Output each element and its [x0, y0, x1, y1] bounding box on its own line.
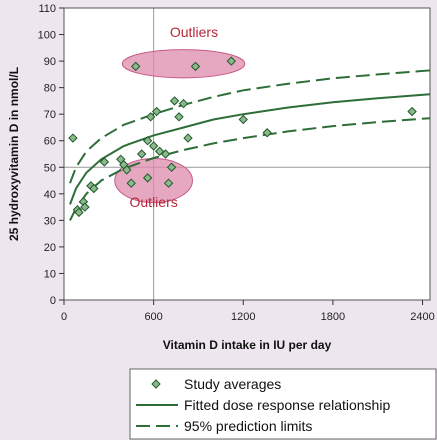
fitted-curve: [69, 93, 431, 205]
legend-box: [129, 368, 437, 440]
prediction-limit-curve: [69, 117, 431, 221]
data-point: [89, 183, 99, 194]
data-point: [163, 178, 174, 188]
x-tick-label: 1200: [231, 311, 255, 323]
data-point: [174, 112, 184, 122]
data-point: [126, 178, 136, 188]
data-point: [407, 106, 417, 117]
x-tick-label: 2400: [410, 311, 434, 323]
data-point: [166, 162, 177, 172]
data-point: [80, 202, 90, 212]
plot-frame: [63, 7, 431, 301]
data-point: [262, 128, 272, 138]
data-point: [183, 133, 193, 143]
data-point: [145, 112, 156, 122]
y-tick-label: 70: [44, 109, 56, 121]
y-tick-label: 10: [44, 268, 56, 280]
outlier-ellipse: [121, 49, 246, 79]
x-tick-label: 600: [144, 311, 162, 323]
legend: Study averages Fitted dose response relat…: [129, 368, 437, 440]
y-tick-label: 30: [44, 215, 56, 227]
data-point: [142, 136, 153, 146]
legend-marker-point: [151, 379, 161, 389]
data-point: [190, 61, 201, 72]
plot-area: Outliers Outliers: [63, 7, 431, 301]
x-axis-ticks: 0 600 1200 1800 2400: [61, 300, 435, 323]
data-point: [99, 157, 110, 167]
legend-label: Fitted dose response relationship: [184, 397, 390, 413]
data-point: [136, 149, 147, 159]
y-axis-title: 25 hydroxyvitamin D in nmol/L: [7, 67, 21, 241]
x-tick-label: 0: [61, 311, 67, 323]
y-tick-label: 80: [44, 83, 56, 95]
y-axis-ticks: 0 10 20 30 40 50 60 70 80 90 100 110: [38, 3, 64, 307]
plot-background: [64, 8, 430, 300]
legend-label: Study averages: [184, 376, 281, 392]
y-tick-label: 50: [44, 162, 56, 174]
data-point: [226, 56, 237, 66]
legend-label: 95% prediction limits: [184, 418, 312, 434]
x-tick-label: 1800: [321, 311, 345, 323]
data-point: [74, 207, 84, 218]
x-axis-title: Vitamin D intake in IU per day: [163, 338, 332, 352]
data-point: [238, 114, 248, 125]
data-point: [178, 98, 189, 109]
study-points: [68, 56, 417, 218]
data-point: [148, 141, 159, 151]
data-point: [151, 106, 162, 117]
data-point: [169, 96, 180, 106]
data-point: [122, 165, 132, 175]
data-point: [160, 149, 171, 159]
y-tick-label: 110: [38, 3, 56, 15]
y-tick-label: 60: [44, 136, 56, 148]
data-point: [130, 61, 141, 72]
outlier-label: Outliers: [130, 194, 178, 210]
y-tick-label: 20: [44, 242, 56, 254]
outlier-label: Outliers: [170, 24, 218, 40]
data-point: [142, 173, 153, 183]
y-tick-label: 100: [38, 30, 56, 42]
y-tick-label: 40: [44, 189, 56, 201]
data-point: [68, 133, 78, 143]
y-tick-label: 0: [50, 295, 56, 307]
y-tick-label: 90: [44, 56, 56, 68]
outlier-labels: Outliers Outliers: [130, 24, 219, 210]
